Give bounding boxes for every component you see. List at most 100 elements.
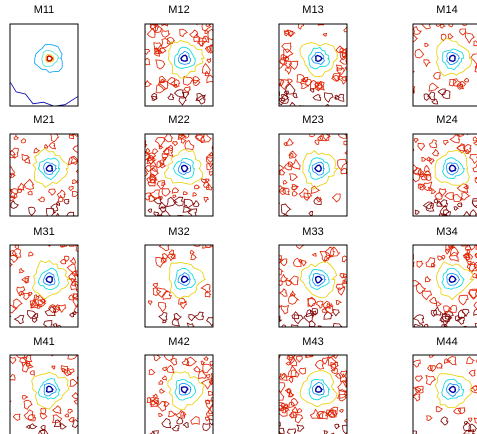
contour [25, 231, 28, 234]
panel: M34 [396, 226, 477, 336]
contour [183, 198, 195, 209]
contour [71, 219, 79, 227]
panel: M33 [278, 226, 377, 328]
contour [18, 267, 25, 274]
contour [317, 24, 325, 26]
contour [368, 271, 377, 280]
contour [227, 311, 233, 318]
contour [407, 29, 412, 34]
contour [182, 204, 192, 213]
contour [131, 371, 139, 379]
contour [294, 414, 304, 424]
contour [205, 178, 211, 184]
contour [414, 48, 425, 59]
contour [404, 297, 410, 302]
contour [334, 372, 342, 379]
contour [82, 266, 91, 274]
contour [473, 261, 477, 271]
contour [159, 159, 165, 165]
contour [460, 191, 471, 201]
contour [171, 317, 180, 327]
contour [264, 21, 273, 30]
contour [153, 6, 161, 14]
contour [219, 372, 224, 376]
contour [314, 54, 324, 63]
contour [468, 369, 476, 377]
contour [391, 177, 401, 185]
contour [331, 333, 338, 339]
contour [64, 255, 70, 262]
contour [90, 299, 95, 303]
contour [82, 293, 90, 302]
contour [10, 413, 12, 415]
contour [149, 396, 159, 406]
contour [289, 173, 299, 182]
contour [336, 18, 340, 22]
contour [12, 413, 21, 421]
contour [353, 427, 361, 434]
contour [280, 304, 290, 315]
contour [89, 319, 93, 323]
contour [308, 210, 314, 216]
contour [368, 24, 372, 28]
contour [415, 282, 427, 295]
contour [40, 425, 46, 431]
contour [19, 126, 24, 131]
contour [193, 220, 200, 227]
contour [346, 384, 347, 386]
contour [156, 287, 169, 298]
contour [396, 260, 405, 268]
contour [343, 276, 347, 284]
contour [441, 268, 465, 290]
contour [289, 152, 294, 157]
contour [343, 378, 347, 385]
panel-frame [412, 23, 477, 107]
contour [173, 89, 185, 98]
contour [331, 74, 339, 82]
contour [145, 170, 149, 177]
contour [204, 245, 213, 248]
contour [307, 347, 315, 354]
contour [77, 258, 78, 263]
contour [396, 302, 403, 308]
contour [279, 429, 282, 434]
contour [471, 123, 475, 127]
contour [75, 168, 78, 174]
contour [222, 121, 228, 127]
contour [326, 228, 335, 238]
contour [178, 97, 187, 106]
contour [73, 283, 78, 293]
contour [469, 328, 476, 334]
contour [206, 58, 212, 64]
contour [128, 31, 137, 41]
contour [417, 167, 424, 176]
contour [374, 176, 382, 184]
contour [362, 299, 367, 304]
contour [48, 188, 57, 196]
contour [144, 339, 152, 346]
contour [154, 46, 160, 53]
panel-frame [278, 133, 348, 217]
contour [81, 256, 86, 261]
contour [373, 369, 378, 374]
contour [34, 43, 63, 73]
panel-title: M11 [34, 4, 55, 16]
contour [234, 52, 241, 59]
contour [285, 107, 290, 112]
contour [426, 415, 433, 421]
contour [427, 91, 435, 101]
contour [214, 353, 223, 361]
contour [230, 313, 238, 320]
contour [190, 253, 198, 261]
contour [80, 401, 89, 409]
contour [188, 314, 196, 322]
contour [237, 185, 243, 191]
contour [345, 2, 354, 11]
contour [431, 98, 439, 105]
contour [450, 330, 455, 336]
contour [177, 347, 183, 353]
contour [459, 28, 467, 36]
contour [420, 328, 424, 331]
contour [291, 311, 300, 320]
contour [310, 185, 321, 194]
